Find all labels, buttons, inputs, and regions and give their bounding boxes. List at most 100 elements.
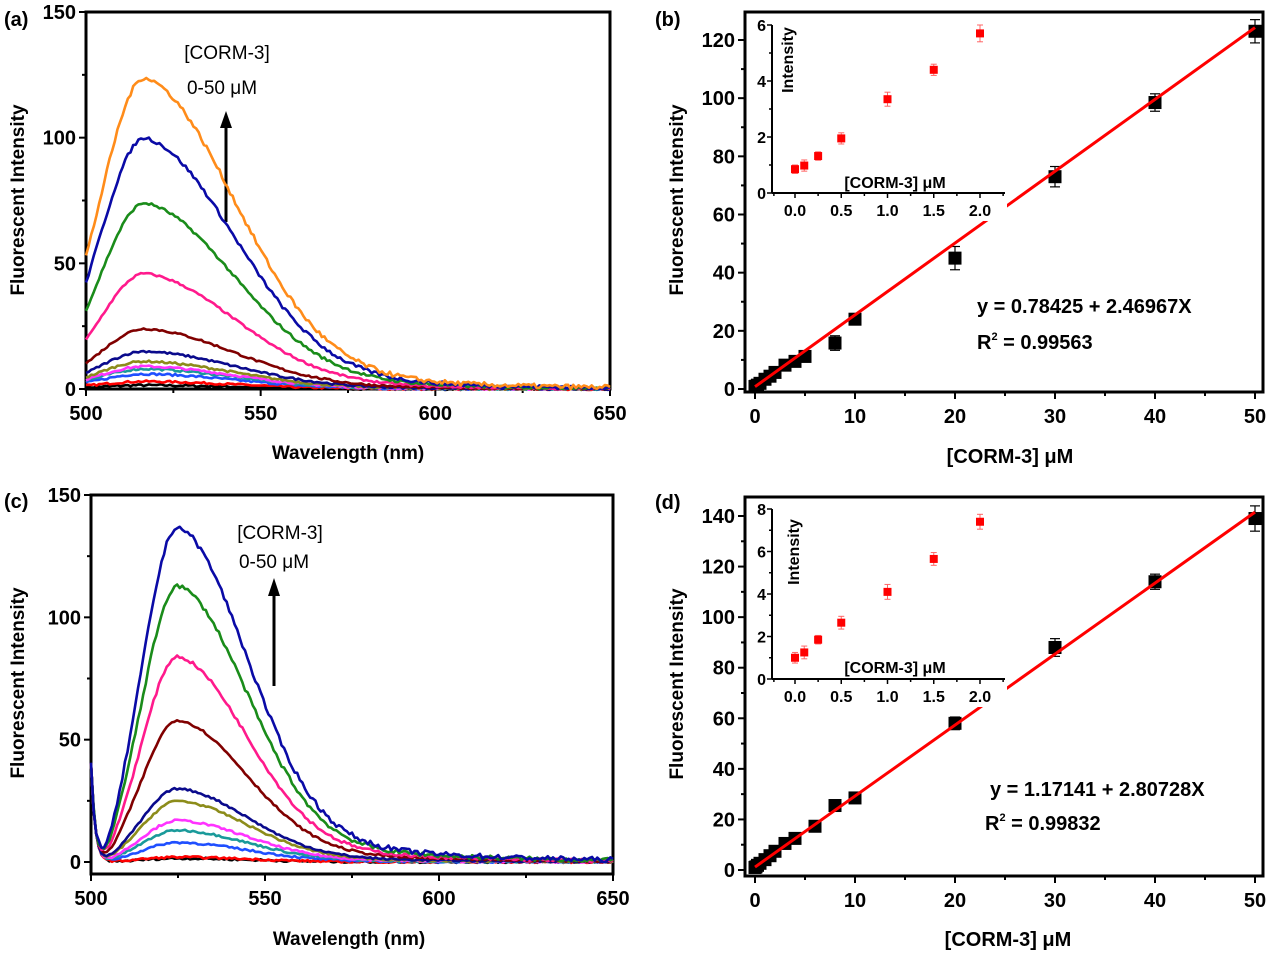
panel-a-arrow-icon [220,111,232,222]
x-tick-label: 500 [74,888,107,910]
panel-b-ylabel: Fluorescent Intensity [667,104,688,296]
x-tick-label: 0 [749,890,760,912]
inset-x-tick-label: 0.0 [784,203,806,220]
inset-x-tick-label: 1.0 [876,203,898,220]
panel-b-inset-xlabel: [CORM-3] μM [844,175,945,192]
y-tick-label: 100 [48,607,81,629]
inset-y-tick-label: 8 [757,502,766,519]
y-tick-label: 60 [713,708,735,730]
panel-d-r2-label: R [985,813,1000,835]
y-tick-label: 50 [54,253,76,275]
x-tick-label: 30 [1044,890,1066,912]
panel-c-annotation-line2: 0-50 μM [239,552,309,573]
panel-d-r2-sup: 2 [999,812,1005,824]
x-tick-label: 550 [244,403,277,425]
y-tick-label: 100 [702,607,735,629]
spectrum-line-10uM [85,327,611,391]
y-tick-label: 150 [48,485,81,507]
panel-d-xlabel: [CORM-3] μM [945,929,1072,951]
inset-x-tick-label: 0.0 [784,689,806,706]
panel-d-inset-ylabel: Intensity [786,519,803,585]
inset-data-point [800,161,809,170]
spectrum-line-40uM [89,525,614,864]
x-tick-label: 20 [944,890,966,912]
panel-a-xlabel: Wavelength (nm) [272,443,424,464]
panel-b-xlabel: [CORM-3] μM [947,446,1074,468]
spectrum-line-5uM [89,764,614,864]
inset-y-tick-label: 4 [757,587,766,604]
inset-y-tick-label: 0 [757,672,766,689]
panel-b-r2-label: R [977,332,992,354]
panel-c-arrow-icon [268,578,280,686]
inset-x-tick-label: 1.0 [876,689,898,706]
panel-d-r2-value: = 0.99832 [1006,813,1101,835]
y-tick-label: 0 [724,379,735,401]
spectrum-line-0.25uM [89,764,614,864]
x-tick-label: 10 [844,406,866,428]
x-tick-label: 20 [944,406,966,428]
y-tick-label: 100 [702,88,735,110]
y-tick-label: 80 [713,658,735,680]
inset-data-point [791,653,799,662]
data-point [828,336,842,350]
panel-b-r2: R2 = 0.99563 [977,331,1093,354]
inset-y-tick-label: 2 [757,630,766,647]
inset-data-point [800,648,809,657]
inset-data-point [883,587,892,596]
panel-c-ylabel: Fluorescent Intensity [8,587,29,779]
panel-c-frame [89,493,615,876]
spectrum-line-40uM [84,136,611,391]
x-tick-label: 40 [1144,406,1166,428]
inset-x-tick-label: 2.0 [969,689,991,706]
y-tick-label: 120 [702,30,735,52]
x-tick-label: 500 [69,403,102,425]
y-tick-label: 150 [43,2,76,24]
inset-y-tick-label: 6 [757,545,766,562]
spectrum-line-0uM [89,763,614,865]
data-point [1248,24,1262,38]
spectrum-line-1uM [89,764,614,864]
y-tick-label: 60 [713,205,735,227]
inset-x-tick-label: 1.5 [923,689,945,706]
x-tick-label: 650 [596,888,629,910]
panel-a-ylabel: Fluorescent Intensity [8,104,29,296]
data-point [788,354,802,368]
panel-c-annotation-line1: [CORM-3] [237,523,323,544]
y-tick-label: 80 [713,146,735,168]
x-tick-label: 50 [1244,890,1266,912]
inset-x-tick-label: 2.0 [969,203,991,220]
spectrum-line-0.5uM [89,764,614,864]
x-tick-label: 600 [419,403,452,425]
y-tick-label: 140 [702,506,735,528]
y-tick-label: 40 [713,263,735,285]
y-tick-label: 100 [43,128,76,150]
y-tick-label: 0 [70,852,81,874]
inset-data-point [929,65,938,74]
data-point [948,251,962,265]
panel-d-ylabel: Fluorescent Intensity [667,588,688,780]
x-tick-label: 0 [749,406,760,428]
inset-data-point [883,95,892,104]
x-tick-label: 550 [248,888,281,910]
y-tick-label: 0 [724,860,735,882]
panel-label-c: (c) [4,491,28,513]
inset-data-point [837,618,846,627]
x-tick-label: 600 [422,888,455,910]
inset-x-tick-label: 0.5 [830,689,852,706]
inset-data-point [976,29,984,38]
inset-data-point [814,152,823,161]
y-tick-label: 0 [65,379,76,401]
inset-background [770,503,1007,707]
inset-data-point [791,165,799,174]
panel-d-equation: y = 1.17141 + 2.80728X [990,779,1205,801]
panel-b-r2-sup: 2 [991,331,997,343]
panel-b-equation: y = 0.78425 + 2.46967X [977,296,1192,318]
spectrum-line-2uM [89,763,614,864]
y-tick-label: 50 [59,730,81,752]
x-tick-label: 10 [844,890,866,912]
spectrum-line-0.1uM [89,763,614,865]
y-tick-label: 120 [702,557,735,579]
panel-label-a: (a) [4,9,28,31]
inset-data-point [976,517,984,526]
inset-y-tick-label: 6 [757,18,766,35]
